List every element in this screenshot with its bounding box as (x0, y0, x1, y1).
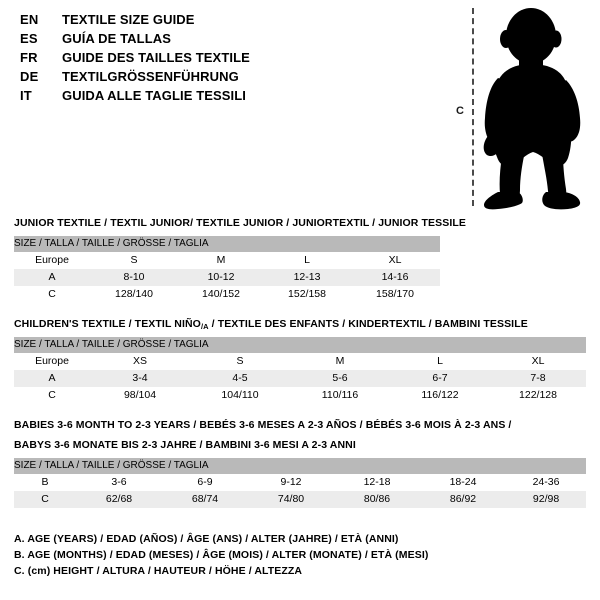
language-row: IT GUIDA ALLE TAGLIE TESSILI (20, 88, 350, 107)
section-title-children-post: / TEXTILE DES ENFANTS / KINDERTEXTIL / B… (208, 318, 528, 330)
band-label: SIZE / TALLA / TAILLE / GRÖSSE / TAGLIA (14, 337, 586, 353)
language-title-list: EN TEXTILE SIZE GUIDE ES GUÍA DE TALLAS … (20, 12, 350, 107)
table-cell: L (264, 252, 350, 269)
table-cell: 80/86 (334, 491, 420, 508)
section-junior-textile: JUNIOR TEXTILE / TEXTIL JUNIOR/ TEXTILE … (14, 216, 466, 303)
height-measurement-figure: C (440, 0, 600, 215)
table-row: C 62/68 68/74 74/80 80/86 86/92 92/98 (14, 491, 587, 508)
table-cell: 152/158 (264, 286, 350, 303)
table-row: C 128/140 140/152 152/158 158/170 (14, 286, 440, 303)
children-size-table: SIZE / TALLA / TAILLE / GRÖSSE / TAGLIA … (14, 337, 586, 404)
table-cell: 128/140 (90, 286, 178, 303)
table-cell: M (290, 353, 390, 370)
section-childrens-textile: CHILDREN'S TEXTILE / TEXTIL NIÑO/A / TEX… (14, 317, 586, 404)
section-title-children-pre: CHILDREN'S TEXTILE / TEXTIL NIÑO (14, 318, 201, 330)
table-cell: 18-24 (420, 474, 506, 491)
table-cell: 8-10 (90, 269, 178, 286)
table-cell: XS (90, 353, 190, 370)
table-cell: 74/80 (248, 491, 334, 508)
language-code: DE (20, 69, 39, 84)
table-band-row: SIZE / TALLA / TAILLE / GRÖSSE / TAGLIA (14, 458, 587, 474)
language-title: GUIDA ALLE TAGLIE TESSILI (62, 88, 247, 103)
language-title: GUIDE DES TAILLES TEXTILE (62, 50, 250, 65)
row-label: A (14, 269, 90, 286)
row-label: C (14, 387, 90, 404)
language-row: ES GUÍA DE TALLAS (20, 31, 350, 50)
table-cell: S (90, 252, 178, 269)
section-title-children-sub: /A (200, 322, 209, 331)
table-cell: 24-36 (506, 474, 587, 491)
height-measure-dashed-line (472, 8, 474, 206)
language-row: DE TEXTILGRÖSSENFÜHRUNG (20, 69, 350, 88)
language-row: FR GUIDE DES TAILLES TEXTILE (20, 50, 350, 69)
band-label: SIZE / TALLA / TAILLE / GRÖSSE / TAGLIA (14, 458, 587, 474)
section-title-babies-line1: BABIES 3-6 MONTH TO 2-3 YEARS / BEBÉS 3-… (14, 419, 512, 431)
legend-line-a: A. AGE (YEARS) / EDAD (AÑOS) / ÂGE (ANS)… (14, 533, 399, 545)
table-cell: 10-12 (178, 269, 264, 286)
table-cell: 9-12 (248, 474, 334, 491)
language-title: TEXTILGRÖSSENFÜHRUNG (62, 69, 239, 84)
row-label: Europe (14, 353, 90, 370)
height-measure-label: C (456, 105, 464, 117)
babies-size-table: SIZE / TALLA / TAILLE / GRÖSSE / TAGLIA … (14, 458, 587, 508)
table-cell: 62/68 (76, 491, 162, 508)
table-cell: 6-9 (162, 474, 248, 491)
junior-size-table: SIZE / TALLA / TAILLE / GRÖSSE / TAGLIA … (14, 236, 440, 303)
row-label: C (14, 491, 76, 508)
language-code: EN (20, 12, 39, 27)
toddler-silhouette-icon (483, 8, 581, 210)
table-cell: 12-13 (264, 269, 350, 286)
table-cell: 6-7 (390, 370, 490, 387)
section-title-babies-line2: BABYS 3-6 MONATE BIS 2-3 JAHRE / BAMBINI… (14, 439, 356, 451)
table-cell: 92/98 (506, 491, 587, 508)
language-row: EN TEXTILE SIZE GUIDE (20, 12, 350, 31)
table-cell: 140/152 (178, 286, 264, 303)
language-title: TEXTILE SIZE GUIDE (62, 12, 195, 27)
table-cell: 122/128 (490, 387, 586, 404)
table-band-row: SIZE / TALLA / TAILLE / GRÖSSE / TAGLIA (14, 236, 440, 252)
measurement-legend: A. AGE (YEARS) / EDAD (AÑOS) / ÂGE (ANS)… (14, 531, 574, 579)
table-cell: 14-16 (350, 269, 440, 286)
table-cell: XL (490, 353, 586, 370)
section-title-children: CHILDREN'S TEXTILE / TEXTIL NIÑO/A / TEX… (14, 317, 586, 332)
table-cell: 4-5 (190, 370, 290, 387)
table-cell: 68/74 (162, 491, 248, 508)
table-cell: L (390, 353, 490, 370)
table-cell: 158/170 (350, 286, 440, 303)
section-title-junior: JUNIOR TEXTILE / TEXTIL JUNIOR/ TEXTILE … (14, 217, 466, 229)
table-cell: S (190, 353, 290, 370)
table-cell: 12-18 (334, 474, 420, 491)
table-cell: 98/104 (90, 387, 190, 404)
row-label: Europe (14, 252, 90, 269)
table-row: A 3-4 4-5 5-6 6-7 7-8 (14, 370, 586, 387)
language-code: FR (20, 50, 38, 65)
language-code: IT (20, 88, 32, 103)
table-cell: M (178, 252, 264, 269)
table-cell: 3-6 (76, 474, 162, 491)
table-cell: 5-6 (290, 370, 390, 387)
table-row: Europe S M L XL (14, 252, 440, 269)
table-cell: 3-4 (90, 370, 190, 387)
band-label: SIZE / TALLA / TAILLE / GRÖSSE / TAGLIA (14, 236, 440, 252)
row-label: B (14, 474, 76, 491)
table-cell: 104/110 (190, 387, 290, 404)
row-label: C (14, 286, 90, 303)
legend-line-c: C. (cm) HEIGHT / ALTURA / HAUTEUR / HÖHE… (14, 565, 303, 577)
legend-line-b: B. AGE (MONTHS) / EDAD (MESES) / ÂGE (MO… (14, 549, 429, 561)
table-cell: 110/116 (290, 387, 390, 404)
table-band-row: SIZE / TALLA / TAILLE / GRÖSSE / TAGLIA (14, 337, 586, 353)
language-title: GUÍA DE TALLAS (62, 31, 172, 46)
table-row: A 8-10 10-12 12-13 14-16 (14, 269, 440, 286)
table-row: B 3-6 6-9 9-12 12-18 18-24 24-36 (14, 474, 587, 491)
table-row: Europe XS S M L XL (14, 353, 586, 370)
table-cell: 86/92 (420, 491, 506, 508)
table-cell: XL (350, 252, 440, 269)
row-label: A (14, 370, 90, 387)
table-cell: 7-8 (490, 370, 586, 387)
table-row: C 98/104 104/110 110/116 116/122 122/128 (14, 387, 586, 404)
language-code: ES (20, 31, 38, 46)
section-babies-textile: BABIES 3-6 MONTH TO 2-3 YEARS / BEBÉS 3-… (14, 418, 587, 508)
table-cell: 116/122 (390, 387, 490, 404)
